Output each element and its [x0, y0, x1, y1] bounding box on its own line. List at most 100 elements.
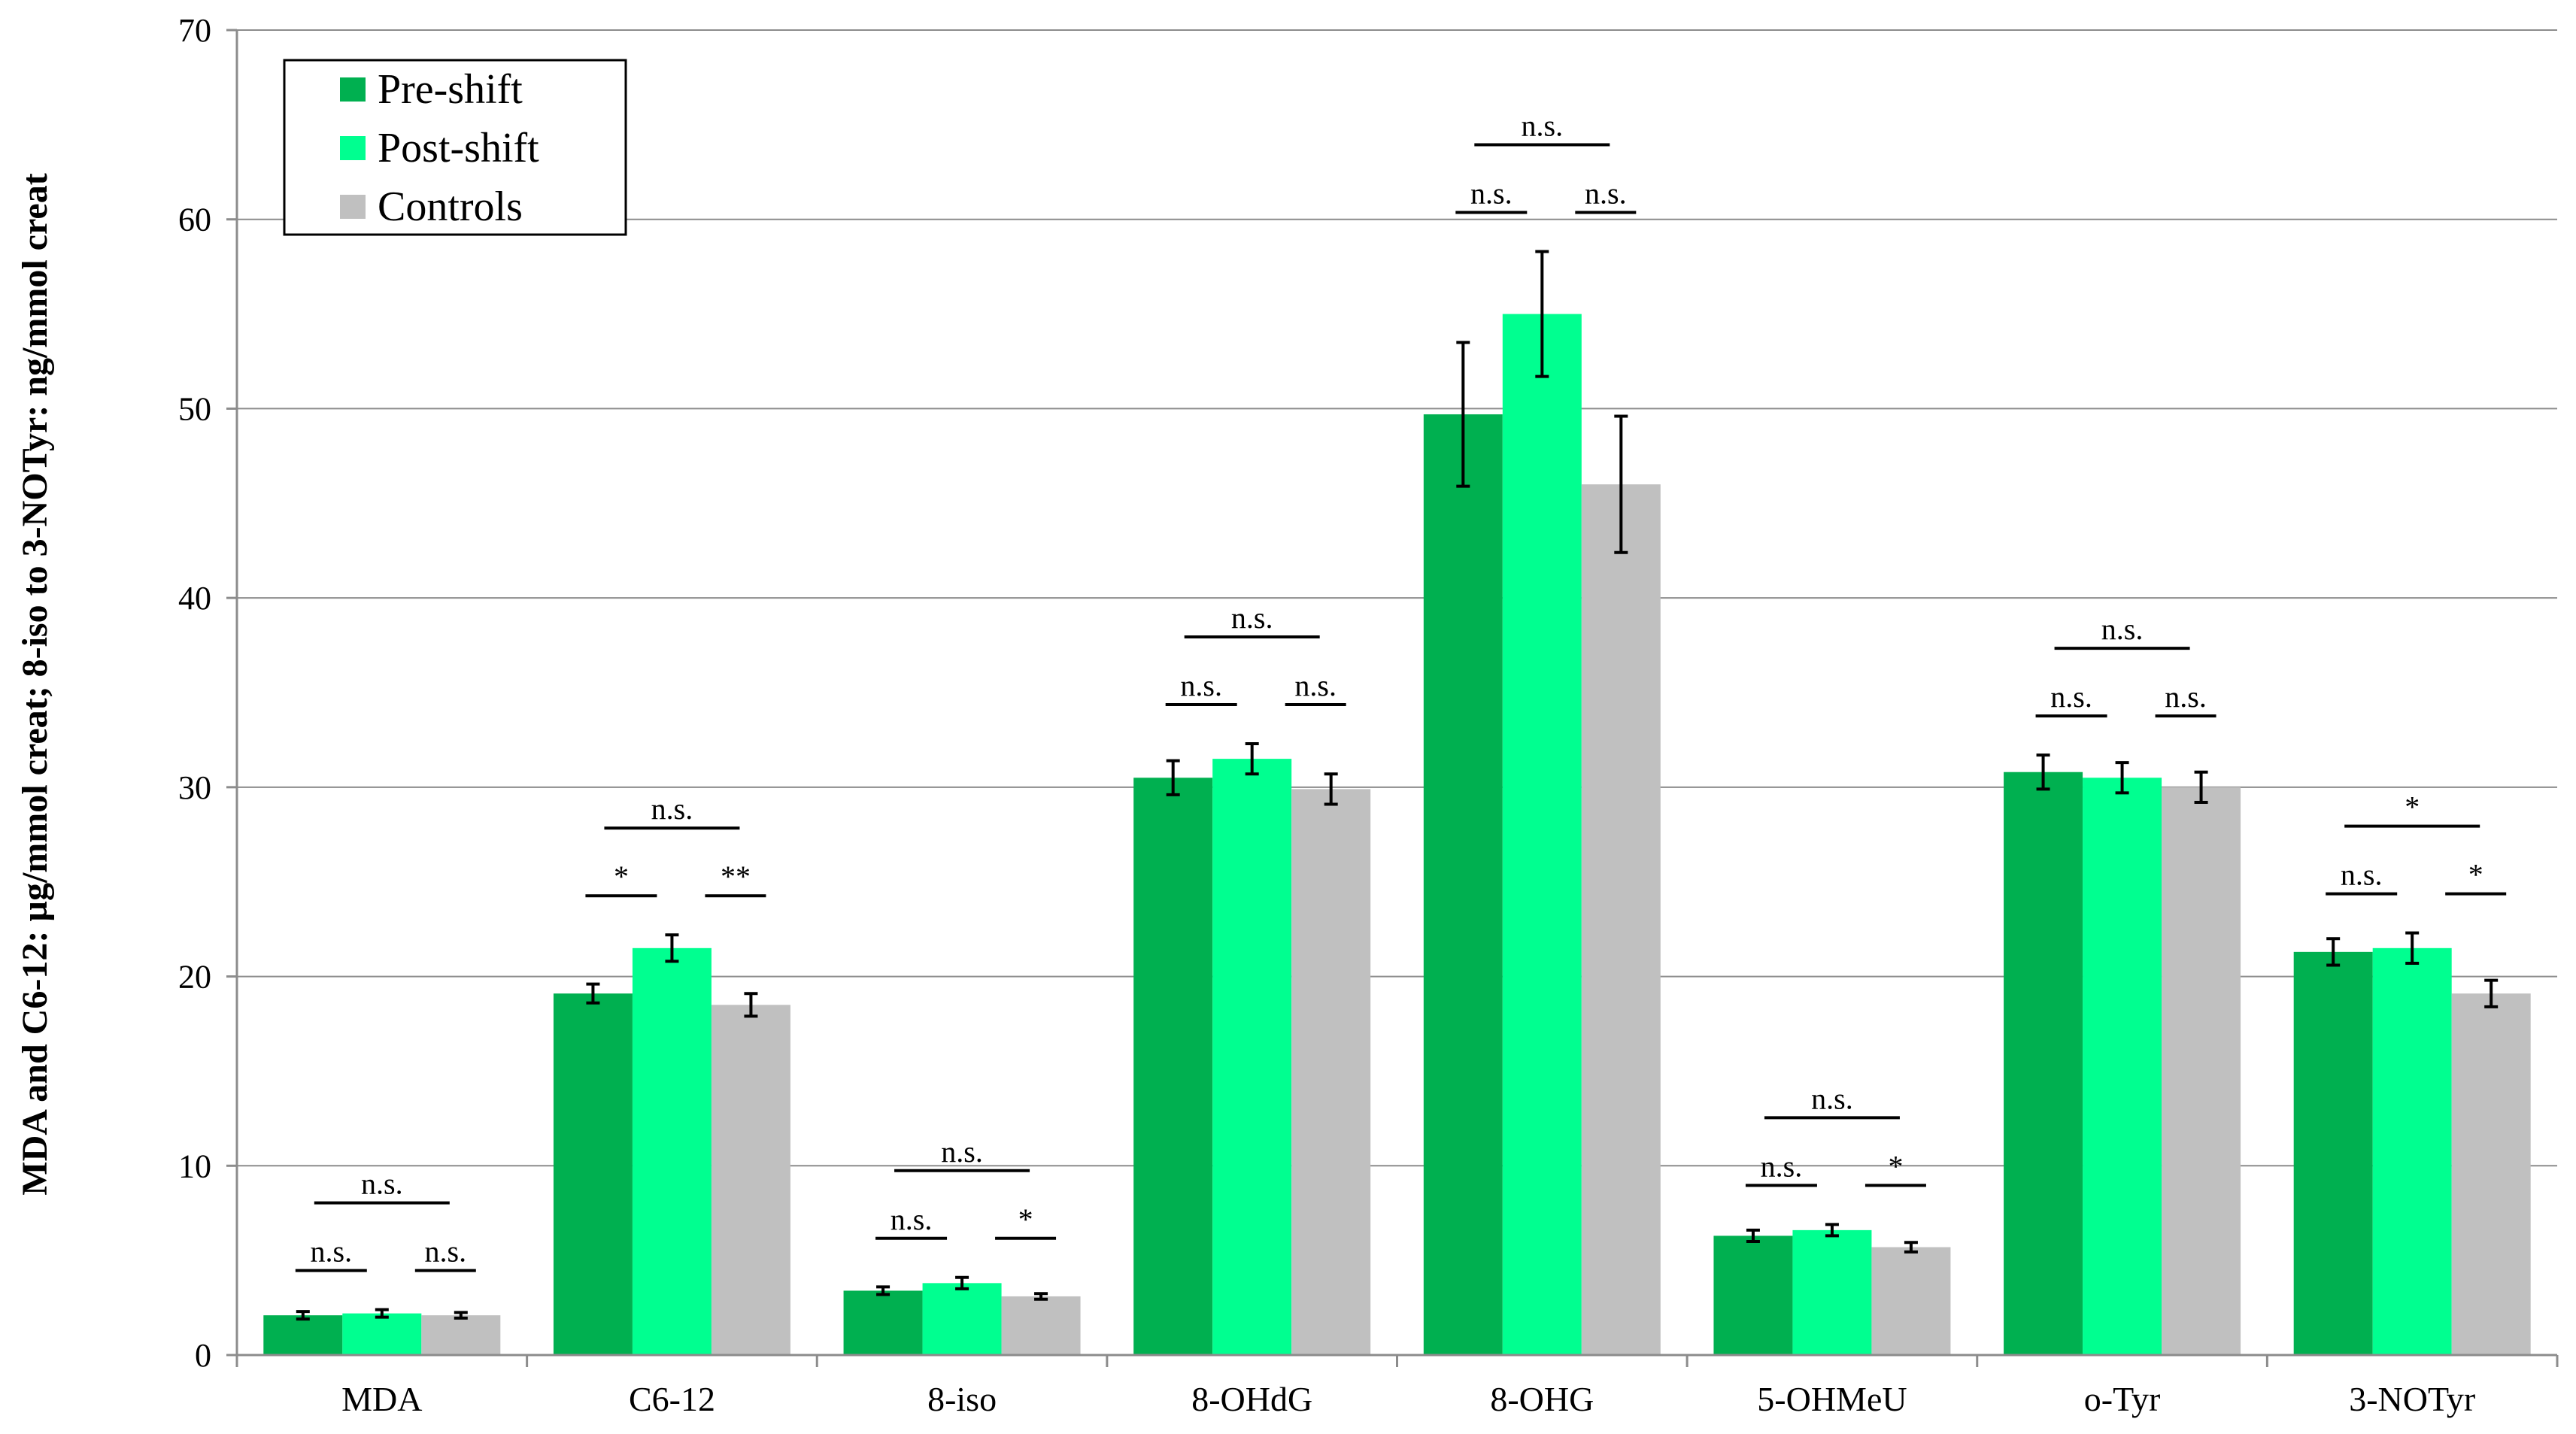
- legend-item-post-shift: Post-shift: [340, 125, 539, 171]
- error-bar: [665, 933, 679, 963]
- bar-controls-8-OHG: [1581, 484, 1661, 1355]
- sig-pre-vs-controls: n.s.: [2054, 612, 2190, 650]
- sig-pre-vs-post: n.s.: [875, 1202, 948, 1240]
- bar-pre-shift-8-OHdG: [1133, 778, 1213, 1355]
- x-category-label: 8-OHdG: [1191, 1380, 1312, 1418]
- sig-pre-vs-post: n.s.: [295, 1235, 367, 1272]
- svg-text:n.s.: n.s.: [1761, 1149, 1803, 1183]
- sig-pre-vs-post: n.s.: [2035, 680, 2107, 718]
- bar-controls-5-OHMeU: [1871, 1247, 1951, 1355]
- bar-controls-8-iso: [1001, 1296, 1081, 1355]
- sig-post-vs-controls: **: [705, 859, 766, 898]
- sig-post-vs-controls: *: [1864, 1149, 1926, 1187]
- sig-pre-vs-controls: n.s.: [1474, 109, 1610, 147]
- legend-swatch: [340, 136, 366, 160]
- y-axis-label: MDA and C6-12: µg/mmol creat; 8-iso to 3…: [15, 173, 55, 1195]
- axes: [235, 30, 2559, 1367]
- error-bar: [375, 1308, 389, 1319]
- sig-post-vs-controls: n.s.: [1285, 668, 1346, 706]
- bar-controls-C6-12: [711, 1005, 790, 1355]
- bar-post-shift-3-NOTyr: [2372, 947, 2452, 1355]
- error-bar: [586, 982, 600, 1005]
- error-bar: [1324, 772, 1338, 806]
- y-tick-label: 50: [178, 390, 211, 427]
- sig-post-vs-controls: n.s.: [414, 1235, 476, 1272]
- bar-post-shift-MDA: [342, 1313, 422, 1355]
- bar-controls-o-Tyr: [2162, 787, 2241, 1355]
- sig-pre-vs-post: n.s.: [1165, 668, 1237, 706]
- sig-pre-vs-controls: n.s.: [604, 792, 740, 830]
- svg-text:n.s.: n.s.: [361, 1167, 403, 1201]
- x-category-label: 8-OHG: [1490, 1380, 1594, 1418]
- x-category-label: C6-12: [629, 1380, 715, 1418]
- error-bar: [955, 1275, 969, 1290]
- sig-post-vs-controls: *: [995, 1202, 1057, 1240]
- bar-pre-shift-3-NOTyr: [2293, 951, 2373, 1355]
- svg-text:n.s.: n.s.: [2050, 680, 2092, 714]
- significance-annotations: n.s. n.s.n.s.* **n.s.n.s. *n.s.n.s. n.s.n.s.…: [295, 109, 2507, 1272]
- y-axis-ticks: 0 10 20 30 40 50 60 70: [178, 12, 237, 1374]
- legend-item-controls: Controls: [340, 183, 523, 230]
- error-bar: [1904, 1241, 1918, 1254]
- error-bar: [454, 1311, 468, 1320]
- y-tick-label: 30: [178, 769, 211, 806]
- bar-pre-shift-8-OHG: [1423, 414, 1503, 1355]
- bar-controls-3-NOTyr: [2451, 993, 2531, 1355]
- y-tick-label: 60: [178, 202, 211, 238]
- sig-pre-vs-controls: n.s.: [1764, 1081, 1900, 1120]
- sig-post-vs-controls: n.s.: [2155, 680, 2216, 718]
- error-bar: [1034, 1292, 1048, 1301]
- legend-label: Post-shift: [378, 125, 539, 171]
- svg-text:n.s.: n.s.: [941, 1135, 983, 1169]
- error-bar: [744, 992, 758, 1018]
- svg-text:n.s.: n.s.: [2101, 612, 2144, 646]
- error-bar: [1535, 250, 1549, 378]
- bar-pre-shift-8-iso: [843, 1290, 923, 1355]
- sig-pre-vs-controls: *: [2344, 790, 2480, 828]
- bar-post-shift-8-OHG: [1502, 314, 1582, 1356]
- error-bar: [876, 1285, 891, 1296]
- error-bar: [1245, 741, 1259, 776]
- error-bar: [296, 1310, 310, 1321]
- svg-text:*: *: [2405, 790, 2420, 824]
- error-bar: [1746, 1228, 1760, 1243]
- svg-text:n.s.: n.s.: [1180, 668, 1222, 702]
- svg-text:*: *: [1888, 1149, 1903, 1183]
- legend: Pre-shift Post-shift Controls: [283, 59, 627, 236]
- bar-pre-shift-C6-12: [553, 993, 633, 1355]
- svg-text:**: **: [721, 859, 751, 893]
- bar-post-shift-C6-12: [632, 947, 712, 1355]
- svg-text:*: *: [1018, 1202, 1033, 1236]
- svg-text:n.s.: n.s.: [311, 1235, 353, 1269]
- error-bar: [2036, 753, 2050, 791]
- svg-text:n.s.: n.s.: [425, 1235, 467, 1269]
- svg-text:n.s.: n.s.: [2341, 858, 2383, 892]
- svg-text:n.s.: n.s.: [1231, 601, 1273, 635]
- sig-pre-vs-post: *: [585, 859, 657, 898]
- bar-post-shift-5-OHMeU: [1792, 1229, 1872, 1355]
- bar-pre-shift-5-OHMeU: [1713, 1235, 1793, 1355]
- bar-post-shift-8-iso: [922, 1283, 1002, 1355]
- sig-post-vs-controls: *: [2445, 858, 2507, 896]
- svg-text:*: *: [614, 859, 629, 893]
- y-tick-label: 10: [178, 1148, 211, 1184]
- legend-swatch: [340, 77, 366, 102]
- svg-text:n.s.: n.s.: [1470, 177, 1513, 211]
- svg-text:n.s.: n.s.: [1811, 1081, 1853, 1115]
- x-category-label: 3-NOTyr: [2349, 1380, 2475, 1418]
- x-axis-categories: MDA C6-12 8-iso 8-OHdG 8-OHG 5-OHMeU o-Tyr 3-NO…: [341, 1380, 2475, 1418]
- sig-pre-vs-post: n.s.: [1745, 1149, 1817, 1187]
- legend-label: Controls: [378, 183, 523, 230]
- x-category-label: 5-OHMeU: [1757, 1380, 1907, 1418]
- y-tick-label: 0: [195, 1337, 211, 1374]
- bars: [263, 314, 2531, 1356]
- error-bar: [2405, 931, 2420, 965]
- error-bar: [1614, 414, 1628, 554]
- legend-item-pre-shift: Pre-shift: [340, 66, 523, 113]
- sig-post-vs-controls: n.s.: [1575, 177, 1637, 214]
- bar-controls-MDA: [421, 1315, 501, 1355]
- x-category-label: o-Tyr: [2084, 1380, 2161, 1418]
- y-tick-label: 70: [178, 12, 211, 49]
- error-bar: [1825, 1223, 1839, 1238]
